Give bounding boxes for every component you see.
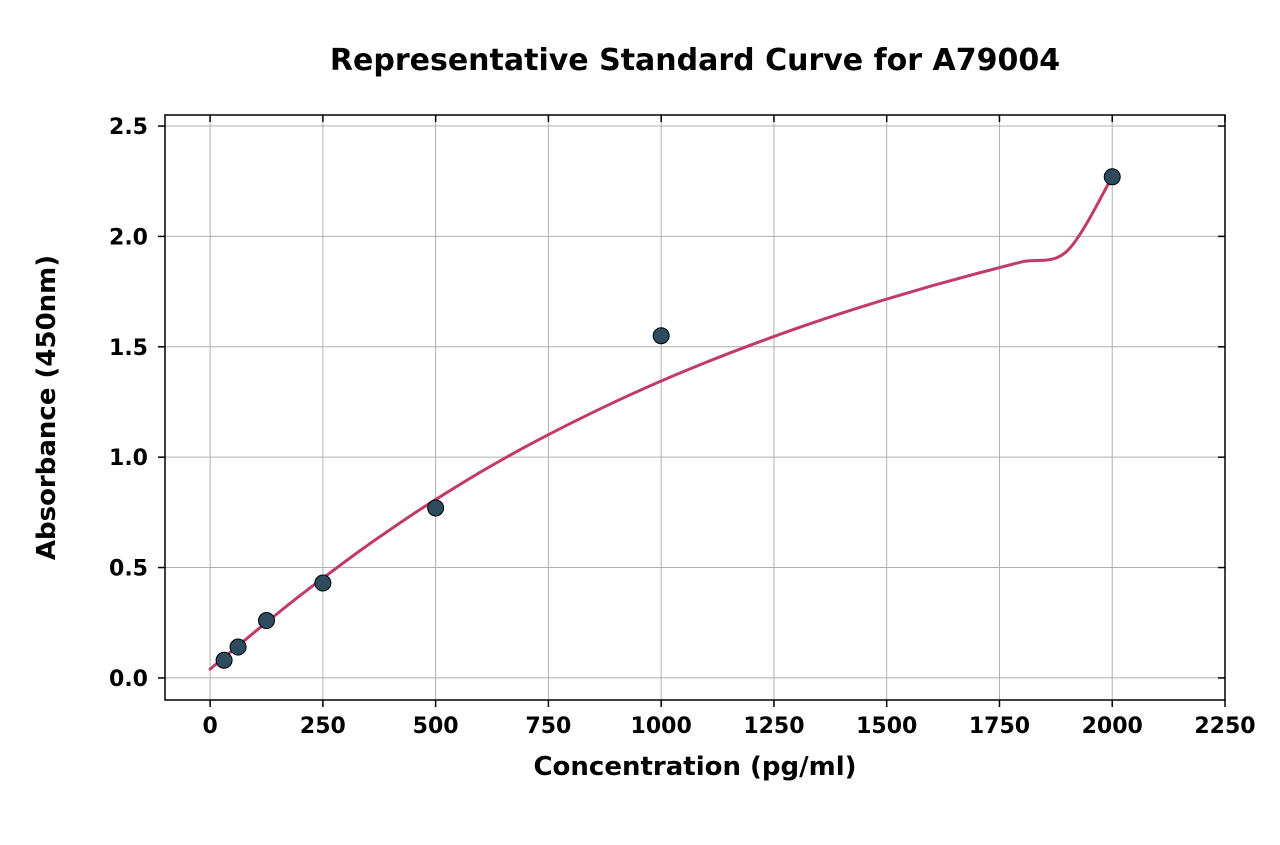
y-tick-label: 2.0 (109, 225, 148, 250)
x-tick-label: 2250 (1194, 714, 1255, 739)
y-tick-label: 2.5 (109, 115, 148, 140)
y-tick-label: 1.0 (109, 446, 148, 471)
data-point (216, 652, 232, 668)
standard-curve-chart: 0 250 500 750 1000 1250 1500 1750 2000 2250 0.0 0.… (0, 0, 1280, 845)
x-tick-label: 1000 (631, 714, 692, 739)
y-axis-title: Absorbance (450nm) (32, 255, 62, 560)
data-point (653, 328, 669, 344)
data-point (315, 575, 331, 591)
data-point (428, 500, 444, 516)
y-tick-label: 0.5 (109, 557, 148, 582)
x-axis-title: Concentration (pg/ml) (533, 752, 856, 782)
y-tick-label: 1.5 (109, 336, 148, 361)
y-tick-label: 0.0 (109, 667, 148, 692)
chart-title: Representative Standard Curve for A79004 (330, 43, 1060, 78)
x-tick-label: 1500 (856, 714, 917, 739)
data-point (1104, 169, 1120, 185)
x-tick-label: 2000 (1082, 714, 1143, 739)
data-point (230, 639, 246, 655)
data-point (258, 613, 274, 629)
x-tick-label: 250 (300, 714, 346, 739)
x-tick-label: 750 (525, 714, 571, 739)
x-tick-label: 1750 (969, 714, 1030, 739)
x-tick-label: 500 (413, 714, 459, 739)
chart-container: 0 250 500 750 1000 1250 1500 1750 2000 2250 0.0 0.… (0, 0, 1280, 845)
x-tick-label: 0 (202, 714, 217, 739)
x-tick-label: 1250 (743, 714, 804, 739)
